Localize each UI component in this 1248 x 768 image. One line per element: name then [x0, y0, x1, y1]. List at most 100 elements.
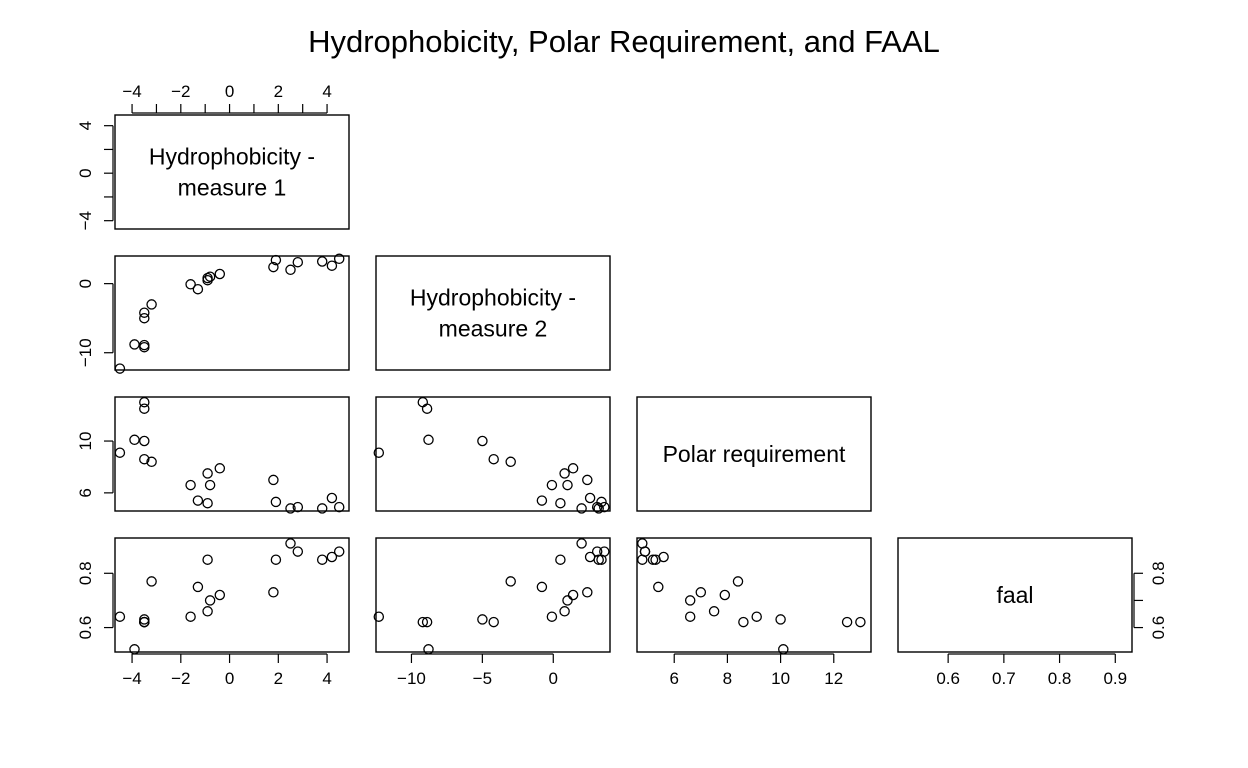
- point-faal-vs-h2-7: [546, 611, 558, 622]
- point-h2-vs-h1-5: [139, 307, 150, 318]
- point-faal-vs-h2-11: [562, 595, 573, 606]
- y-tick-label-h2: 0: [76, 279, 95, 288]
- panel-frame-faal-h2: [375, 537, 611, 653]
- point-faal-vs-h1-15: [285, 538, 296, 549]
- point-pr-vs-h2-7: [546, 479, 558, 491]
- panel-frame-faal-h1: [114, 537, 350, 653]
- diagonal-label-pr: Polar requirement: [663, 441, 846, 467]
- point-pr-vs-h1-10: [202, 468, 213, 479]
- point-faal-vs-pr-8: [653, 581, 664, 593]
- point-faal-vs-pr-10: [708, 606, 720, 617]
- point-h2-vs-h1-19: [333, 253, 345, 265]
- point-faal-vs-pr-3: [855, 616, 866, 628]
- point-pr-vs-h2-9: [555, 497, 566, 509]
- point-pr-vs-h1-19: [333, 501, 345, 513]
- plot-area: Hydrophobicity - measure 1 Hydrophobicity …: [76, 82, 1168, 688]
- point-pr-vs-h1-6: [146, 456, 157, 468]
- x-tick-label-pr: 8: [723, 669, 732, 688]
- point-pr-vs-h1-17: [316, 503, 328, 514]
- top-tick-label-h1: −4: [122, 82, 141, 101]
- point-pr-vs-h1-5: [139, 453, 150, 465]
- panel-frame-pr-h1: [114, 396, 350, 512]
- top-tick-label-h1: 0: [225, 82, 234, 101]
- point-pr-vs-h2-10: [559, 468, 570, 479]
- point-pr-vs-h2-11: [562, 479, 573, 491]
- diagonal-label-h2: measure 2: [439, 316, 548, 342]
- point-pr-vs-h1-18: [326, 492, 338, 504]
- x-tick-label-pr: 6: [669, 669, 678, 688]
- point-pr-vs-h2-8: [536, 495, 548, 506]
- point-pr-vs-h1-14: [270, 496, 282, 508]
- point-h2-vs-h1-16: [292, 256, 304, 268]
- x-tick-label-faal: 0.7: [992, 669, 1016, 688]
- y-tick-label-faal: 0.8: [76, 561, 95, 585]
- x-tick-label-h1: −2: [171, 669, 190, 688]
- point-h2-vs-h1-8: [192, 283, 204, 295]
- y-tick-label-pr: 10: [76, 432, 95, 451]
- point-faal-vs-h2-13: [582, 587, 593, 598]
- point-faal-vs-pr-13: [695, 587, 707, 598]
- diagonal-label-h1: measure 1: [178, 175, 287, 201]
- point-h2-vs-h1-10: [202, 272, 213, 284]
- point-pr-vs-h1-12: [214, 463, 226, 474]
- point-faal-vs-h2-12: [567, 589, 579, 601]
- point-pr-vs-h1-9: [202, 497, 213, 509]
- panel-frame-faal-pr: [636, 537, 872, 653]
- point-faal-vs-pr-2: [841, 616, 853, 628]
- x-tick-label-faal: 0.9: [1103, 669, 1127, 688]
- x-tick-label-faal: 0.6: [936, 669, 960, 688]
- point-faal-vs-h1-9: [202, 554, 213, 565]
- point-pr-vs-h1-15: [285, 503, 296, 514]
- y-tick-label-pr: 6: [76, 488, 95, 497]
- y-tick-label-h1: 4: [76, 121, 95, 130]
- point-faal-vs-h2-6: [505, 576, 516, 587]
- point-faal-vs-h1-11: [204, 595, 216, 606]
- point-faal-vs-h1-14: [270, 554, 282, 565]
- panel-frame-h2-h1: [114, 255, 350, 371]
- diagonal-label-h2: Hydrophobicity -: [410, 285, 576, 311]
- point-pr-vs-h1-8: [192, 495, 204, 506]
- point-faal-vs-pr-18: [658, 551, 669, 563]
- top-tick-label-h1: −2: [171, 82, 190, 101]
- diagonal-label-faal: faal: [996, 582, 1033, 608]
- point-faal-vs-h2-15: [576, 538, 587, 549]
- point-pr-vs-h1-0: [114, 447, 126, 458]
- point-faal-vs-h2-19: [599, 546, 610, 557]
- panel-frame-h1-h1: [114, 114, 350, 230]
- point-faal-vs-h2-3: [417, 616, 429, 628]
- point-h2-vs-h1-15: [285, 264, 296, 276]
- point-faal-vs-h1-10: [202, 606, 213, 617]
- point-faal-vs-pr-6: [732, 576, 744, 587]
- point-pr-vs-h1-11: [204, 479, 216, 491]
- point-faal-vs-h1-18: [326, 551, 338, 563]
- point-faal-vs-h2-9: [555, 554, 566, 565]
- chart-title: Hydrophobicity, Polar Requirement, and F…: [308, 24, 940, 59]
- point-h2-vs-h1-4: [139, 312, 150, 324]
- y-tick-label-h1: 0: [76, 168, 95, 177]
- point-faal-vs-h2-5: [488, 616, 499, 628]
- point-h2-vs-h1-2: [139, 339, 150, 351]
- y-tick-label-faal: 0.6: [76, 616, 95, 640]
- point-pr-vs-h1-2: [139, 403, 150, 414]
- point-faal-vs-h1-0: [114, 611, 126, 622]
- point-pr-vs-h1-4: [139, 435, 150, 447]
- point-faal-vs-pr-0: [751, 611, 762, 622]
- point-faal-vs-h1-7: [185, 611, 196, 622]
- x-tick-label-pr: 10: [771, 669, 790, 688]
- x-tick-label-pr: 12: [824, 669, 843, 688]
- point-pr-vs-h2-17: [593, 503, 604, 514]
- point-faal-vs-pr-12: [719, 589, 731, 601]
- x-tick-label-h2: 0: [549, 669, 558, 688]
- point-faal-vs-h1-5: [139, 616, 150, 628]
- y-tick-label-h1: −4: [76, 211, 95, 230]
- point-pr-vs-h2-18: [584, 492, 596, 504]
- point-pr-vs-h2-0: [373, 447, 385, 458]
- point-pr-vs-h2-16: [591, 501, 603, 513]
- point-faal-vs-pr-9: [647, 554, 659, 565]
- point-faal-vs-h2-4: [477, 614, 488, 625]
- point-pr-vs-h2-13: [582, 474, 593, 486]
- panel-frame-h2-h2: [375, 255, 611, 371]
- point-pr-vs-h1-16: [292, 501, 304, 513]
- x-tick-label-h2: −5: [473, 669, 492, 688]
